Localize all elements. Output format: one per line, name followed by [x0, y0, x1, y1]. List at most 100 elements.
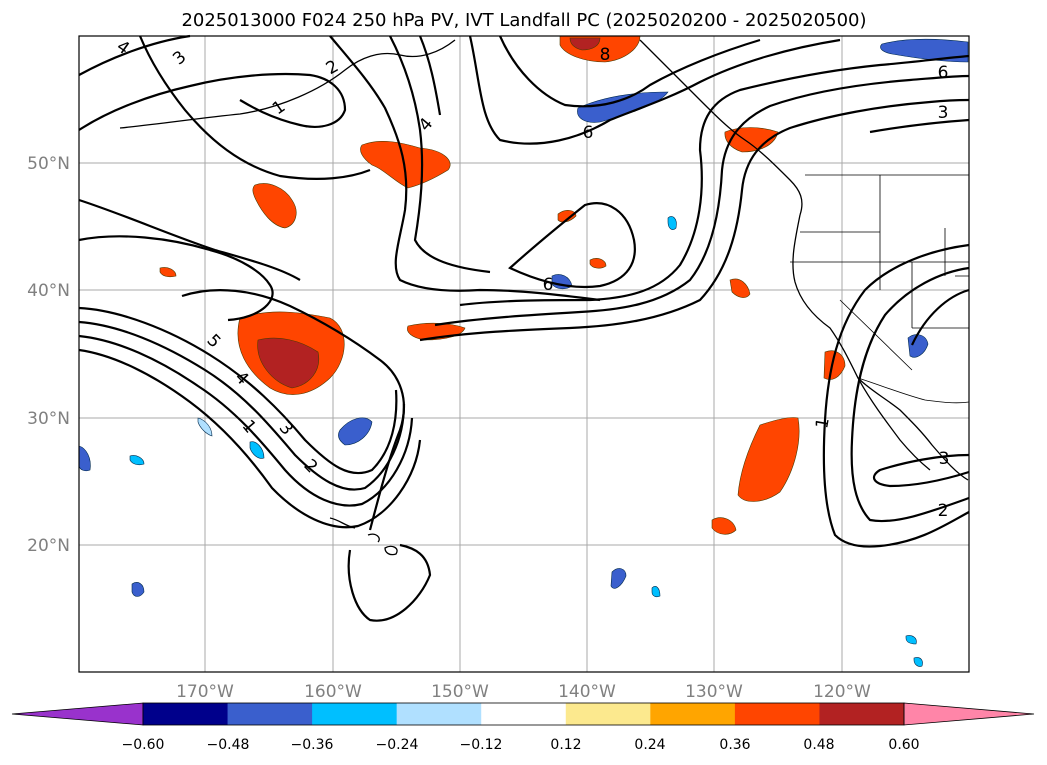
- us-mexico-border: [857, 377, 970, 404]
- lon-label: 130°W: [685, 682, 743, 702]
- contour-label: 6: [583, 123, 594, 143]
- pv-anomaly-negative: [78, 445, 91, 472]
- contour-line: [329, 35, 601, 302]
- ivt-contours: [78, 34, 970, 622]
- colorbar-tick-label: 0.36: [719, 737, 750, 753]
- contour-label: 6: [938, 63, 949, 83]
- pv-anomaly-negative: [249, 441, 265, 459]
- contour-label: 6: [543, 275, 554, 295]
- colorbar-low-extension: [11, 702, 144, 726]
- pv-anomaly-negative: [667, 216, 677, 230]
- north-america-west-coast: [792, 214, 969, 481]
- latitude-labels: 50°N 40°N 30°N 20°N: [27, 154, 70, 556]
- pv-anomaly-positive: [569, 37, 601, 51]
- contour-label: 2: [938, 501, 949, 521]
- pv-anomaly-positive: [737, 417, 800, 502]
- contour-line: [508, 202, 636, 289]
- pv-anomaly-negative: [651, 586, 661, 598]
- pv-anomaly-positive: [557, 210, 577, 223]
- colorbar-tick-label: −0.24: [376, 737, 419, 753]
- contour-label: 1: [812, 416, 834, 430]
- pv-anomaly-negative: [131, 582, 145, 597]
- pv-anomaly-negative: [907, 334, 929, 358]
- pv-anomaly-negative: [880, 38, 969, 63]
- colorbar-tick-label: 0.12: [550, 737, 581, 753]
- lon-label: 120°W: [813, 682, 871, 702]
- colorbar-tick-label: −0.36: [291, 737, 334, 753]
- contour-line: [138, 35, 371, 180]
- colorbar-tick-label: −0.12: [460, 737, 503, 753]
- colorbar: −0.60 −0.48 −0.36 −0.24 −0.12 0.12 0.24 …: [11, 702, 1035, 753]
- contour-line: [418, 35, 442, 116]
- colorbar-segment: [312, 703, 398, 725]
- lon-label: 140°W: [558, 682, 616, 702]
- colorbar-segment: [143, 703, 229, 725]
- pv-anomaly-negative: [338, 417, 373, 446]
- pv-anomaly-positive: [711, 517, 737, 535]
- contour-label: 8: [600, 45, 611, 65]
- state-borders: [790, 175, 969, 371]
- colorbar-segment: [565, 703, 651, 725]
- contour-line: [911, 288, 970, 346]
- colorbar-tick-label: 0.60: [888, 737, 919, 753]
- contour-line: [78, 72, 347, 131]
- contour-line: [181, 289, 405, 531]
- colorbar-high-extension: [903, 702, 1035, 726]
- contour-label: 3: [939, 449, 950, 469]
- lon-label: 170°W: [176, 682, 234, 702]
- pv-anomaly-negative: [610, 568, 627, 589]
- contour-line: [434, 74, 970, 327]
- baja-california: [857, 377, 931, 471]
- pv-positive-anomalies: [159, 35, 846, 535]
- pv-anomaly-negative: [129, 455, 145, 466]
- colorbar-segment: [396, 703, 482, 725]
- colorbar-segment: [819, 703, 905, 725]
- lon-label: 160°W: [304, 682, 362, 702]
- contour-line: [498, 35, 761, 108]
- political-borders: [790, 174, 970, 404]
- contour-line: [872, 453, 970, 488]
- lat-label: 40°N: [27, 281, 70, 301]
- colorbar-tick-label: −0.60: [122, 737, 165, 753]
- contour-line: [869, 118, 970, 134]
- contour-label: 3: [938, 103, 949, 123]
- contour-line: [389, 35, 491, 274]
- pv-anomaly-positive: [729, 278, 751, 298]
- colorbar-tick-label: 0.48: [803, 737, 834, 753]
- contour-line: [822, 243, 970, 548]
- pv-anomaly-positive: [257, 337, 320, 389]
- map-panel: 4 3 2 1 4 6 8 6 6 3 5 4 1 3 2 1 3 2: [78, 34, 970, 673]
- contour-line: [78, 348, 422, 529]
- colorbar-segment: [481, 703, 567, 725]
- colorbar-frame: [142, 702, 905, 726]
- contour-line: [78, 334, 414, 507]
- ocean-background: [79, 36, 969, 672]
- gridlines: [79, 36, 969, 672]
- contour-line: [78, 235, 274, 322]
- pv-anomaly-negative: [197, 417, 213, 437]
- lat-label: 30°N: [27, 409, 70, 429]
- british-columbia-coast: [639, 39, 803, 216]
- pv-anomaly-negative: [905, 635, 917, 645]
- pv-anomaly-positive: [252, 183, 297, 229]
- contour-line: [78, 34, 191, 76]
- contour-line: [78, 198, 301, 281]
- contour-line: [419, 98, 970, 342]
- lon-label: 150°W: [431, 682, 489, 702]
- pv-anomaly-positive: [589, 258, 607, 269]
- contour-line: [850, 266, 970, 523]
- colorbar-segment: [227, 703, 313, 725]
- colorbar-segments: [143, 703, 905, 725]
- colorbar-tick-label: 0.24: [634, 737, 665, 753]
- longitude-labels: 170°W 160°W 150°W 140°W 130°W 120°W: [176, 682, 871, 702]
- pv-negative-anomalies: [78, 38, 969, 667]
- map-frame: [78, 35, 970, 673]
- contour-line: [78, 306, 398, 475]
- contour-line: [459, 54, 970, 307]
- colorbar-tick-label: −0.48: [207, 737, 250, 753]
- lat-label: 50°N: [27, 154, 70, 174]
- colorbar-segment: [734, 703, 820, 725]
- contour-line: [468, 35, 841, 145]
- lat-label: 20°N: [27, 536, 70, 556]
